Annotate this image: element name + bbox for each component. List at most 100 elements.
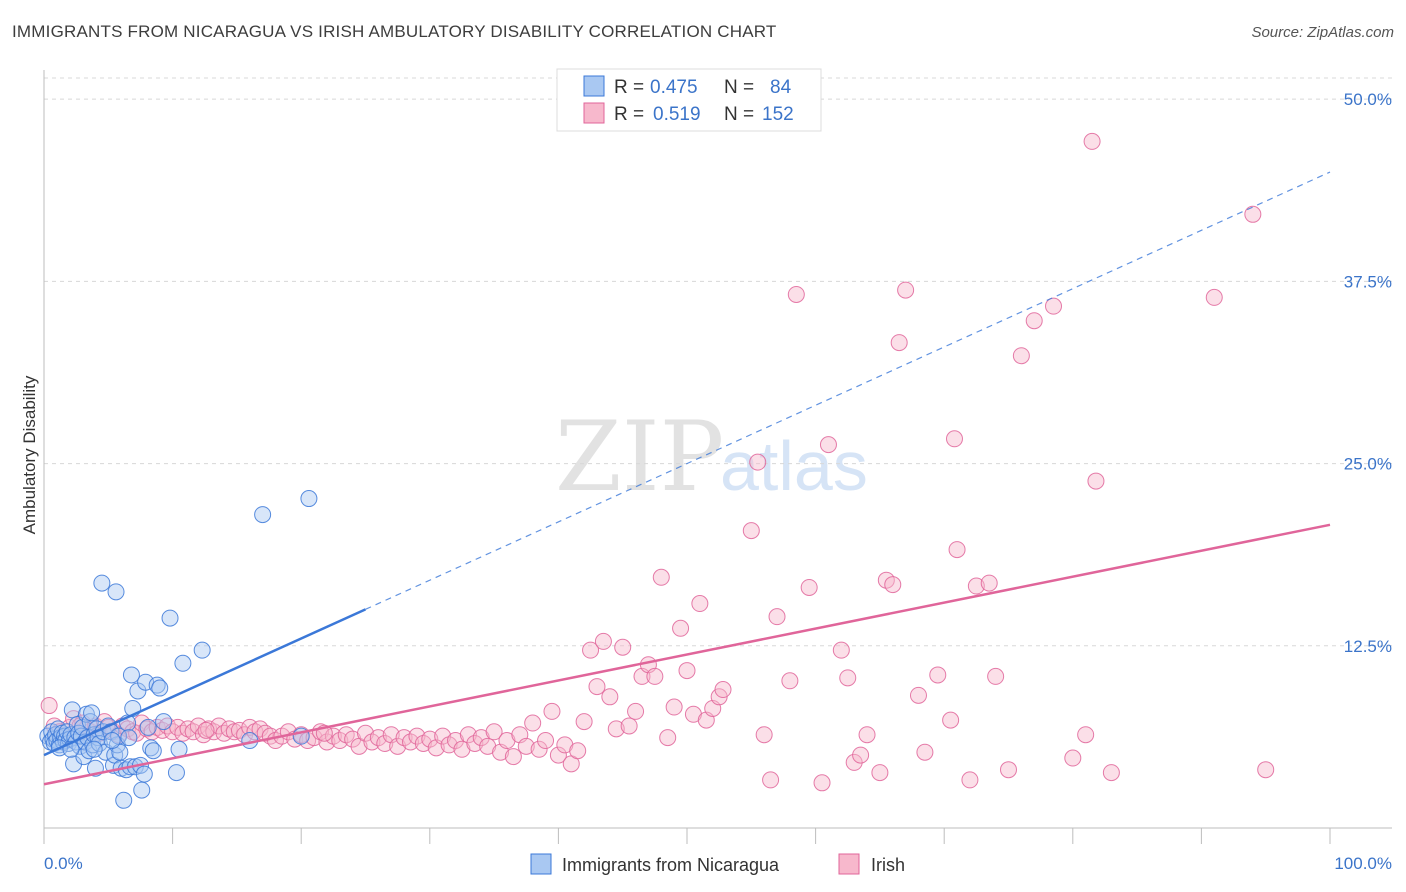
nicaragua-point xyxy=(174,654,192,672)
irish-point xyxy=(967,577,985,595)
nicaragua-point xyxy=(81,713,99,731)
x-tick-label-min: 0.0% xyxy=(44,854,83,873)
irish-point xyxy=(781,672,799,690)
irish-point xyxy=(832,641,850,659)
irish-point xyxy=(402,733,420,751)
irish-point xyxy=(588,678,606,696)
irish-point xyxy=(197,721,215,739)
bottom-legend-swatch-pink xyxy=(838,853,860,875)
nicaragua-point xyxy=(193,641,211,659)
legend-r-label-1: R = xyxy=(614,77,644,98)
nicaragua-point xyxy=(151,679,169,697)
legend-n-label-2: N = xyxy=(724,104,754,125)
nicaragua-point xyxy=(93,574,111,592)
bottom-legend: Immigrants from Nicaragua Irish xyxy=(530,853,905,875)
irish-point xyxy=(331,732,349,750)
irish-point xyxy=(755,726,773,744)
nicaragua-point xyxy=(122,666,140,684)
irish-point xyxy=(485,723,503,741)
watermark-atlas: atlas xyxy=(720,427,868,505)
legend-r-value-2: 0.519 xyxy=(653,104,701,125)
irish-point xyxy=(543,702,561,720)
nicaragua-point xyxy=(144,742,162,760)
irish-point xyxy=(1045,297,1063,315)
irish-point xyxy=(376,734,394,752)
nicaragua-point xyxy=(115,791,133,809)
irish-point xyxy=(839,669,857,687)
irish-point xyxy=(179,720,197,738)
grid-lines xyxy=(44,77,1392,647)
irish-point xyxy=(1012,347,1030,365)
nicaragua-point xyxy=(254,506,272,524)
irish-point xyxy=(620,717,638,735)
irish-point xyxy=(357,724,374,742)
irish-point xyxy=(434,727,452,745)
nicaragua-point xyxy=(85,740,103,758)
irish-point xyxy=(909,686,927,704)
y-axis-label: Ambulatory Disability xyxy=(20,375,39,534)
irish-point xyxy=(466,734,484,752)
irish-point xyxy=(646,667,664,685)
nicaragua-point xyxy=(133,781,151,799)
irish-point xyxy=(1102,764,1120,782)
irish-point xyxy=(614,638,632,656)
nicaragua-point xyxy=(103,732,121,750)
irish-point xyxy=(1025,312,1043,330)
irish-point xyxy=(897,281,915,299)
irish-trend-line xyxy=(43,523,1331,786)
irish-point xyxy=(787,285,805,303)
y-tick-label: 50.0% xyxy=(1344,90,1392,109)
irish-point xyxy=(530,740,548,758)
legend-r-label-2: R = xyxy=(614,104,644,125)
irish-point xyxy=(408,727,426,745)
irish-point xyxy=(871,764,889,782)
bottom-legend-label-irish: Irish xyxy=(871,855,905,875)
irish-point xyxy=(601,688,619,706)
irish-point xyxy=(749,453,767,471)
legend-n-label-1: N = xyxy=(724,77,754,98)
nicaragua-point xyxy=(63,701,81,719)
irish-point xyxy=(421,730,439,748)
bottom-legend-label-nicaragua: Immigrants from Nicaragua xyxy=(562,855,780,875)
irish-point xyxy=(569,742,587,760)
irish-point xyxy=(189,717,207,735)
y-tick-label: 12.5% xyxy=(1344,637,1392,656)
chart-source: Source: ZipAtlas.com xyxy=(1251,24,1394,41)
irish-point xyxy=(678,662,696,680)
legend-r-value-1: 0.475 xyxy=(650,77,698,98)
irish-point xyxy=(819,436,837,454)
irish-point xyxy=(1077,726,1095,744)
irish-point xyxy=(459,726,477,744)
irish-point xyxy=(800,578,818,596)
nicaragua-point xyxy=(83,704,101,722)
series-irish xyxy=(40,132,1275,792)
irish-point xyxy=(537,732,555,750)
irish-point xyxy=(582,641,600,659)
irish-point xyxy=(884,576,902,594)
irish-point xyxy=(762,771,780,789)
trend-lines xyxy=(43,171,1331,786)
irish-point xyxy=(659,729,677,747)
irish-point xyxy=(369,729,387,747)
chart-title: IMMIGRANTS FROM NICARAGUA VS IRISH AMBUL… xyxy=(12,22,777,41)
irish-point xyxy=(858,726,876,744)
irish-point xyxy=(1244,205,1262,223)
legend-swatch-blue xyxy=(583,75,605,97)
nicaragua-point xyxy=(300,490,318,508)
irish-point xyxy=(942,711,960,729)
legend-n-value-1: 84 xyxy=(770,77,792,98)
irish-point xyxy=(768,608,786,626)
irish-point xyxy=(40,697,58,715)
irish-point xyxy=(945,430,963,448)
irish-point xyxy=(200,720,218,738)
irish-point xyxy=(1087,472,1105,490)
tick-labels: 12.5% 25.0% 37.5% 50.0% 0.0% 100.0% xyxy=(44,90,1392,873)
irish-point xyxy=(627,702,645,720)
y-tick-label: 37.5% xyxy=(1344,272,1392,291)
legend-swatch-pink xyxy=(583,102,605,124)
irish-point xyxy=(980,574,998,592)
irish-point xyxy=(714,681,732,699)
irish-point xyxy=(389,737,407,755)
nicaragua-point xyxy=(148,676,166,694)
irish-point xyxy=(1000,761,1017,779)
